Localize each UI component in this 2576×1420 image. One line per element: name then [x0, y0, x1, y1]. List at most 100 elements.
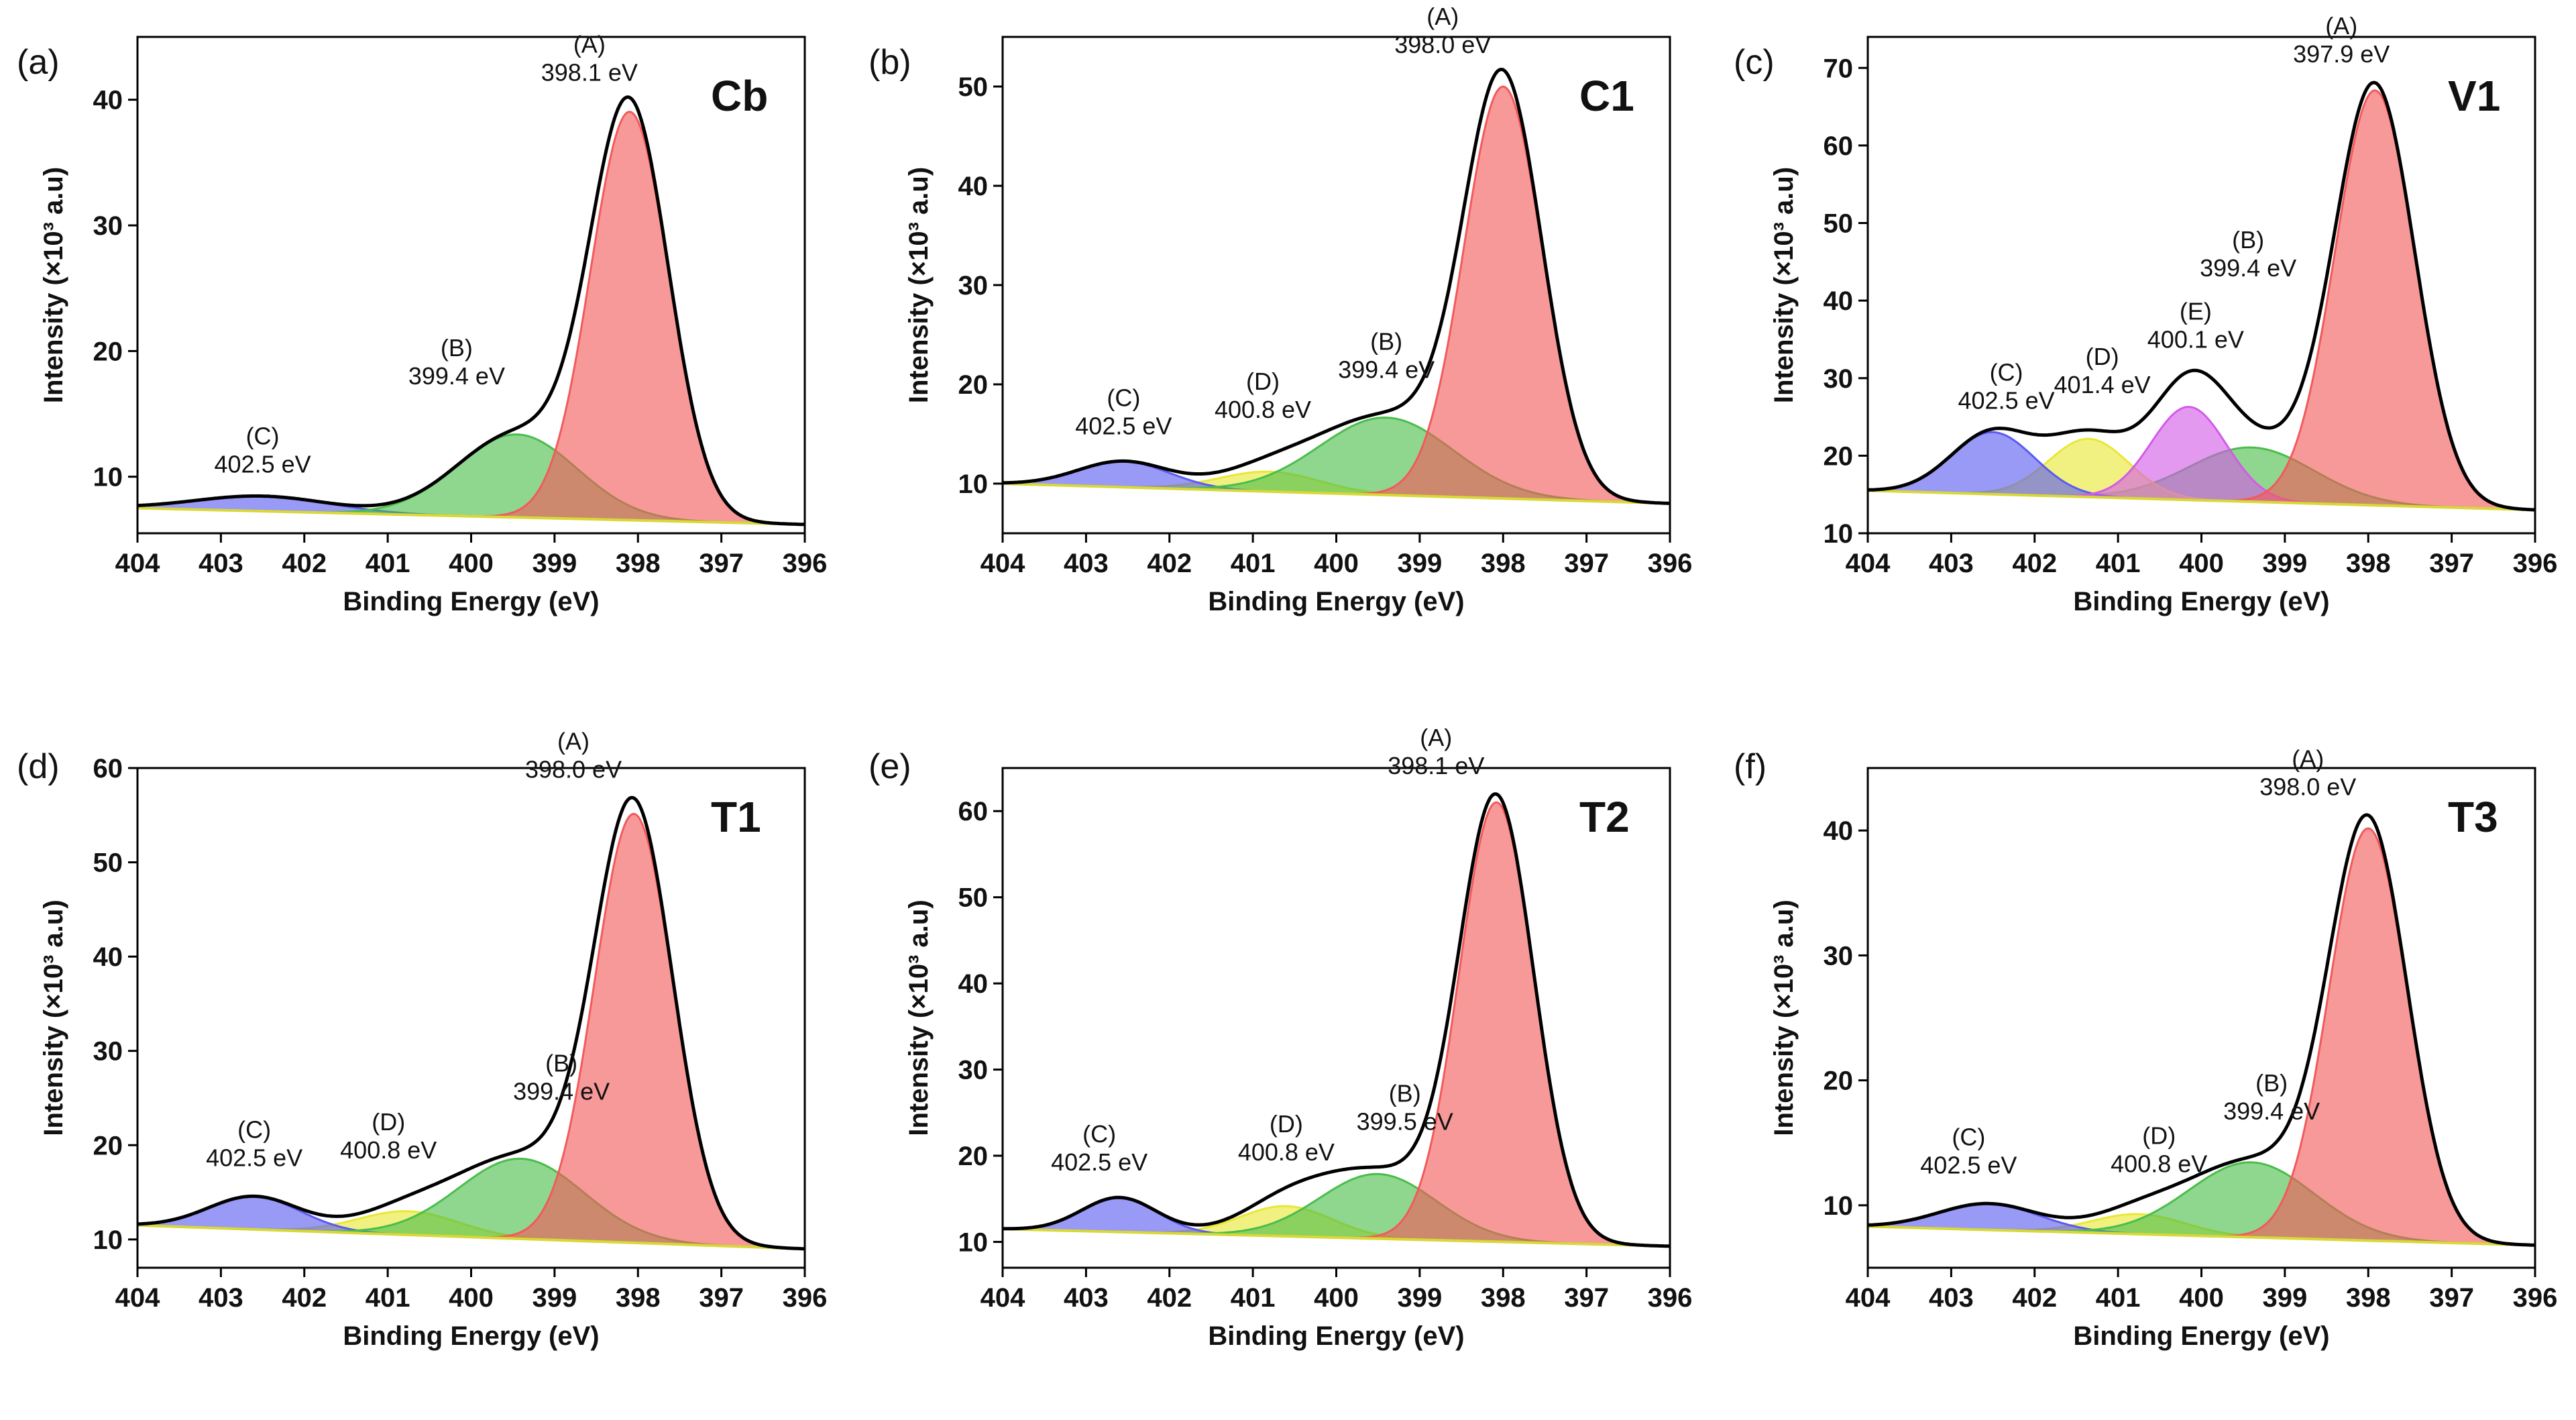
envelope-curve [1003, 792, 1670, 1248]
peak-energy-label: 399.4 eV [408, 362, 505, 390]
x-tick-label: 404 [115, 1283, 160, 1313]
y-tick-label: 40 [958, 969, 989, 999]
x-tick-label: 396 [2513, 549, 2558, 578]
y-tick-label: 30 [93, 211, 123, 241]
x-tick-label: 399 [2263, 549, 2308, 578]
peak-energy-label: 399.4 eV [2223, 1097, 2320, 1125]
x-tick-label: 402 [2012, 549, 2057, 578]
x-tick-label: 398 [2346, 1283, 2391, 1313]
x-tick-label: 398 [2346, 549, 2391, 578]
panel-letter: (a) [17, 43, 60, 82]
peak-label: (B) [1370, 327, 1402, 355]
x-axis-title: Binding Energy (eV) [2073, 1321, 2329, 1351]
panel-V1: 404 403 402 401 400 399 398 397 396 10 20 30 40 50 60 7… [1734, 12, 2557, 616]
plot-area [1868, 813, 2535, 1247]
panel-letter: (e) [869, 747, 911, 786]
y-tick-label: 10 [1824, 519, 1854, 549]
x-tick-label: 399 [1398, 1283, 1443, 1313]
background-line [137, 506, 805, 526]
peak-energy-label: 397.9 eV [2293, 40, 2390, 68]
x-tick-label: 397 [699, 1283, 744, 1313]
y-tick-label: 10 [958, 1227, 989, 1257]
plot-area [137, 796, 805, 1251]
peak-label: (B) [2255, 1069, 2288, 1097]
y-tick-label: 50 [1824, 209, 1854, 239]
x-tick-label: 400 [2179, 549, 2224, 578]
peak-energy-label: 398.1 eV [541, 58, 638, 86]
peak-energy-label: 402.5 eV [1075, 412, 1172, 439]
peak-energy-label: 400.8 eV [340, 1136, 437, 1164]
y-tick-label: 20 [93, 337, 123, 366]
x-tick-label: 397 [699, 549, 744, 578]
sample-label: T3 [2448, 793, 2498, 841]
peak-energy-label: 402.5 eV [206, 1144, 302, 1171]
x-tick-label: 400 [449, 1283, 494, 1313]
peak-energy-label: 398.0 eV [1394, 31, 1491, 58]
y-tick-label: 10 [93, 1225, 123, 1255]
peak-label: (B) [1389, 1080, 1421, 1107]
peak-label: (B) [2232, 226, 2264, 254]
background-line [1868, 1225, 2535, 1247]
x-tick-label: 401 [2096, 549, 2141, 578]
peak-label: (C) [1107, 384, 1140, 411]
x-tick-label: 397 [1564, 1283, 1609, 1313]
envelope-curve [1003, 67, 1670, 505]
peak-label: (A) [1420, 724, 1452, 751]
peak-label: (C) [237, 1115, 271, 1143]
envelope-curve [137, 796, 805, 1251]
y-tick-label: 30 [1824, 364, 1854, 394]
peak-energy-label: 399.4 eV [2200, 254, 2296, 282]
peak-energy-label: 400.1 eV [2147, 326, 2244, 353]
y-tick-label: 40 [93, 942, 123, 972]
x-tick-label: 403 [1929, 549, 1974, 578]
x-tick-label: 400 [449, 549, 494, 578]
x-tick-label: 399 [1398, 549, 1443, 578]
sample-label: T1 [711, 793, 761, 841]
x-tick-label: 402 [1147, 1283, 1192, 1313]
peak-energy-label: 400.8 eV [2111, 1150, 2207, 1178]
y-tick-label: 60 [93, 754, 123, 783]
peak-energy-label: 398.1 eV [1388, 752, 1484, 779]
x-tick-label: 398 [1481, 1283, 1526, 1313]
background-line [1868, 489, 2535, 512]
x-tick-label: 401 [1231, 1283, 1276, 1313]
plot-area [1868, 80, 2535, 512]
y-tick-label: 20 [958, 1142, 989, 1171]
peak-label: (A) [573, 30, 606, 58]
x-tick-label: 400 [2179, 1283, 2224, 1313]
x-tick-label: 402 [1147, 549, 1192, 578]
y-tick-label: 40 [1824, 286, 1854, 316]
x-tick-label: 396 [1648, 1283, 1693, 1313]
y-tick-label: 60 [958, 797, 989, 826]
x-axis-title: Binding Energy (eV) [1208, 1321, 1464, 1351]
panel-T3: 404 403 402 401 400 399 398 397 396 10 20 30 40 Bindi… [1734, 745, 2557, 1351]
x-tick-label: 400 [1314, 549, 1359, 578]
x-tick-label: 396 [2513, 1283, 2558, 1313]
x-tick-label: 402 [282, 1283, 327, 1313]
peak-label: (A) [2292, 745, 2324, 772]
y-tick-label: 30 [958, 1056, 989, 1085]
y-tick-label: 40 [958, 172, 989, 201]
x-tick-label: 400 [1314, 1283, 1359, 1313]
y-tick-label: 40 [1824, 816, 1854, 846]
x-tick-label: 397 [2429, 1283, 2474, 1313]
x-tick-label: 396 [1648, 549, 1693, 578]
panel-C1: 404 403 402 401 400 399 398 397 396 10 20 30 40 50 Bin… [869, 3, 1692, 616]
x-tick-label: 401 [366, 1283, 410, 1313]
x-axis-title: Binding Energy (eV) [343, 1321, 599, 1351]
x-tick-label: 399 [2263, 1283, 2308, 1313]
plot-area [1003, 792, 1670, 1248]
peak-energy-label: 402.5 eV [1920, 1151, 2017, 1179]
panel-T1: 404 403 402 401 400 399 398 397 396 10 20 30 40 50 60 B… [17, 728, 827, 1351]
y-tick-label: 20 [93, 1131, 123, 1160]
x-tick-label: 397 [1564, 549, 1609, 578]
x-axis-title: Binding Energy (eV) [1208, 587, 1464, 616]
sample-label: Cb [711, 72, 768, 120]
x-tick-label: 401 [2096, 1283, 2141, 1313]
peak-label: (E) [2180, 298, 2212, 325]
panel-letter: (d) [17, 747, 60, 786]
sample-label: T2 [1579, 793, 1630, 841]
sample-label: C1 [1579, 72, 1634, 120]
peak-label: (D) [1270, 1110, 1303, 1138]
